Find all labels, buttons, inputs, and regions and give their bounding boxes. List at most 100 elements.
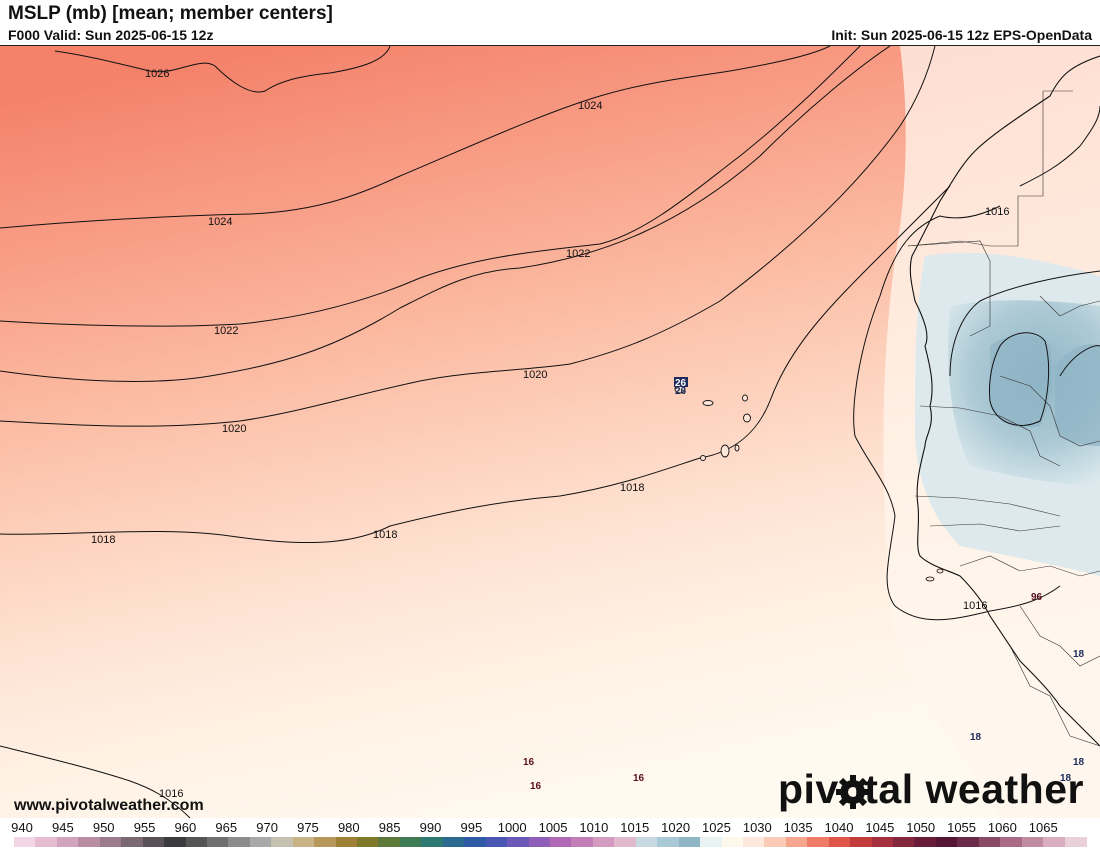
member-center-label: 18	[1073, 649, 1085, 660]
colorbar-swatch	[99, 837, 122, 847]
colorbar-tick-label: 965	[215, 820, 238, 835]
colorbar-swatch	[314, 837, 337, 847]
colorbar-tick-label: 955	[133, 820, 156, 835]
colorbar-swatch	[635, 837, 658, 847]
contour-label: 1026	[145, 68, 169, 80]
init-time: Init: Sun 2025-06-15 12z EPS-OpenData	[831, 27, 1092, 43]
colorbar-tick-label: 1050	[906, 820, 936, 835]
colorbar-swatch	[164, 837, 187, 847]
colorbar-swatch	[14, 837, 37, 847]
member-center-label: 16	[523, 757, 535, 768]
colorbar-swatch	[206, 837, 229, 847]
colorbar-tick-label: 970	[256, 820, 278, 835]
colorbar-swatch	[721, 837, 744, 847]
colorbar-swatch	[764, 837, 787, 847]
contour-label: 1018	[373, 529, 397, 541]
isobar-1016-east	[853, 205, 1061, 621]
colorbar-swatch	[678, 837, 701, 847]
colorbar-tick-label: 1040	[824, 820, 854, 835]
colorbar-swatch	[893, 837, 916, 847]
colorbar-swatch	[56, 837, 79, 847]
colorbar-tick-label: 1060	[987, 820, 1017, 835]
member-center-label: 16	[530, 781, 542, 792]
border-senegal-mali	[919, 405, 1061, 467]
map-svg: 1026 1024 1024 1022 1022 1020 1020 1018 …	[0, 45, 1100, 819]
colorbar-swatch	[35, 837, 58, 847]
colorbar-swatch	[378, 837, 401, 847]
gear-icon	[836, 775, 870, 809]
colorbar-tick-label: 980	[337, 820, 360, 835]
member-center-label: 18	[1060, 773, 1072, 784]
isobar-low-inner-east	[1059, 345, 1100, 377]
island-santiago	[720, 444, 730, 458]
colorbar-tick-label: 1020	[661, 820, 691, 835]
colorbar-swatch	[1064, 837, 1087, 847]
colorbar-swatch	[292, 837, 315, 847]
colorbar-tick-label: 945	[51, 820, 74, 835]
border-sierra-leone	[959, 555, 1100, 577]
colorbar-swatch	[421, 837, 444, 847]
colorbar-tick-label: 1045	[865, 820, 895, 835]
contour-label: 1020	[523, 369, 547, 381]
isobars	[0, 45, 1100, 819]
colorbar-swatch	[335, 837, 358, 847]
colorbar-tick-label: 990	[419, 820, 442, 835]
colorbar-tick-label: 985	[378, 820, 401, 835]
low-pressure-center-west	[990, 334, 1052, 428]
colorbar-swatch	[550, 837, 573, 847]
pressure-map: 1026 1024 1024 1022 1022 1020 1020 1018 …	[0, 45, 1100, 819]
isobar-low-inner-west	[989, 332, 1050, 426]
colorbar-tick-label: 1000	[497, 820, 527, 835]
member-center-label: 26	[675, 378, 687, 389]
border-guinea	[929, 523, 1061, 532]
contour-label: 1024	[578, 100, 602, 112]
colorbar-swatch	[507, 837, 530, 847]
low-pressure-center-east	[1055, 344, 1100, 446]
colorbar-swatch	[871, 837, 894, 847]
colorbar-swatch	[249, 837, 272, 847]
contour-labels: 1026 1024 1024 1022 1022 1020 1020 1018 …	[91, 68, 1009, 800]
member-center-label: 18	[1073, 757, 1085, 768]
border-mali-inner	[999, 375, 1100, 447]
member-centers: 26 26 16 16 16 96 18 18 18 18	[523, 377, 1085, 792]
colorbar-swatch	[142, 837, 165, 847]
contour-label: 1022	[214, 325, 238, 337]
colorbar-swatch	[442, 837, 465, 847]
contour-label: 1016	[985, 206, 1009, 218]
border-liberia	[1019, 605, 1100, 667]
colorbar-swatch	[185, 837, 208, 847]
colorbar-swatch	[957, 837, 980, 847]
island-maio	[734, 444, 740, 452]
colorbar-swatch	[785, 837, 808, 847]
colorbar-swatch	[399, 837, 422, 847]
member-center-label: 96	[1031, 592, 1043, 603]
isobar-1022	[0, 45, 891, 382]
contour-label: 1016	[963, 600, 987, 612]
contour-label: 1022	[566, 248, 590, 260]
colorbar-swatch	[828, 837, 851, 847]
border-mali-north	[1039, 295, 1100, 317]
cape-verde-islands	[674, 384, 751, 461]
isobar-1024-b	[0, 45, 861, 327]
island-sal	[742, 394, 748, 402]
borders	[907, 90, 1100, 747]
colorbar-swatch	[485, 837, 508, 847]
colorbar-swatch	[1043, 837, 1066, 847]
colorbar-swatch	[271, 837, 294, 847]
colorbar-tick-label: 1030	[742, 820, 772, 835]
isobar-1016-sw	[0, 745, 191, 819]
colorbar-swatch	[228, 837, 251, 847]
colorbar-swatch	[1000, 837, 1023, 847]
border-mauritania-north	[907, 90, 1073, 247]
colorbar-swatch	[700, 837, 723, 847]
colorbar-swatch	[657, 837, 680, 847]
isobar-1016-north	[1019, 105, 1100, 187]
colorbar-tick-label: 940	[11, 820, 33, 835]
colorbar-swatch	[614, 837, 637, 847]
border-ivory-coast	[1009, 645, 1100, 747]
colorbar-tick-label: 1065	[1028, 820, 1058, 835]
colorbar-swatch	[935, 837, 958, 847]
isobar-1018	[0, 185, 951, 544]
colorbar-tick-label: 1005	[538, 820, 568, 835]
colorbar-tick-label: 995	[460, 820, 483, 835]
